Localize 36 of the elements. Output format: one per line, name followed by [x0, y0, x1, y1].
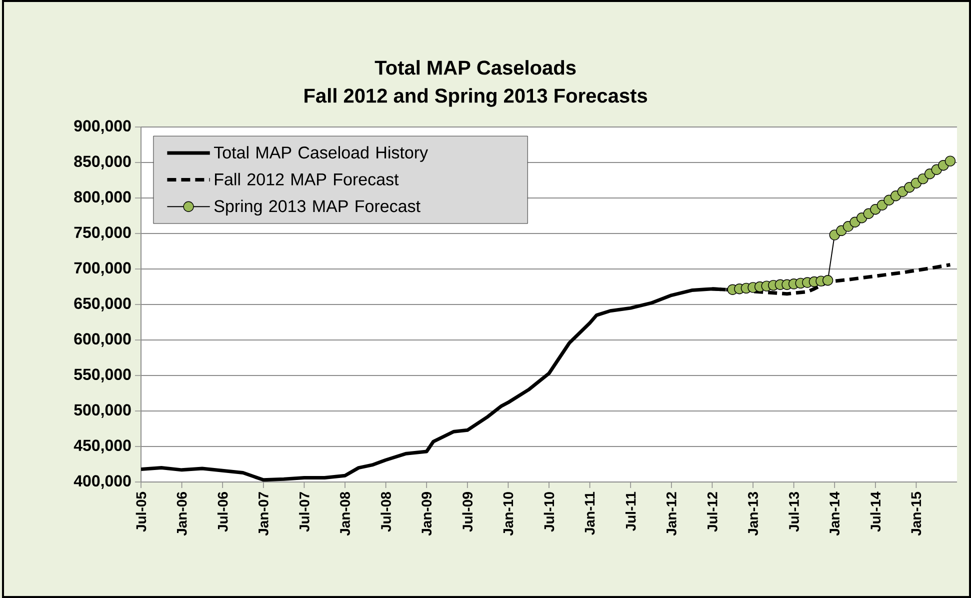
x-tick-label: Jul-05 [136, 492, 146, 532]
y-tick-label: 400,000 [74, 475, 131, 489]
y-tick-label: 650,000 [74, 298, 131, 312]
chart-subtitle: Fall 2012 and Spring 2013 Forecasts [304, 88, 648, 107]
y-tick-label: 500,000 [74, 404, 131, 418]
legend-label: Spring 2013 MAP Forecast [214, 200, 420, 216]
x-tick-label: Jan-14 [830, 492, 840, 536]
y-tick-label: 750,000 [74, 226, 131, 240]
y-tick-label: 800,000 [74, 191, 131, 205]
y-tick-label: 600,000 [74, 333, 131, 347]
y-tick-label: 450,000 [74, 440, 131, 454]
y-tick-label: 900,000 [74, 120, 131, 134]
x-tick-label: Jul-14 [870, 492, 881, 532]
x-tick-label: Jul-07 [299, 492, 310, 532]
legend-label: Fall 2012 MAP Forecast [215, 172, 399, 186]
x-tick-label: Jul-11 [625, 492, 636, 531]
x-tick-label: Jul-10 [544, 492, 554, 532]
x-tick-label: Jan-13 [748, 492, 758, 536]
x-tick-label: Jan-15 [911, 492, 922, 536]
x-tick-label: Jan-07 [258, 492, 268, 536]
y-tick-label: 550,000 [74, 368, 131, 382]
x-tick-label: Jul-12 [707, 492, 718, 532]
x-tick-label: Jan-10 [503, 492, 514, 536]
x-tick-label: Jul-09 [462, 492, 473, 532]
x-tick-label: Jan-08 [340, 492, 350, 536]
x-tick-label: Jul-13 [788, 492, 799, 532]
x-tick-label: Jul-08 [380, 492, 391, 532]
x-tick-label: Jan-12 [666, 492, 676, 536]
y-tick-label: 850,000 [74, 156, 131, 170]
y-tick-label: 700,000 [74, 262, 131, 276]
x-tick-label: Jan-09 [422, 492, 432, 536]
legend-label: Total MAP Caseload History [214, 146, 428, 162]
x-tick-label: Jan-06 [176, 492, 187, 536]
x-tick-label: Jul-06 [217, 492, 228, 532]
x-tick-label: Jan-11 [584, 492, 595, 535]
chart-title: Total MAP Caseloads [374, 60, 576, 75]
